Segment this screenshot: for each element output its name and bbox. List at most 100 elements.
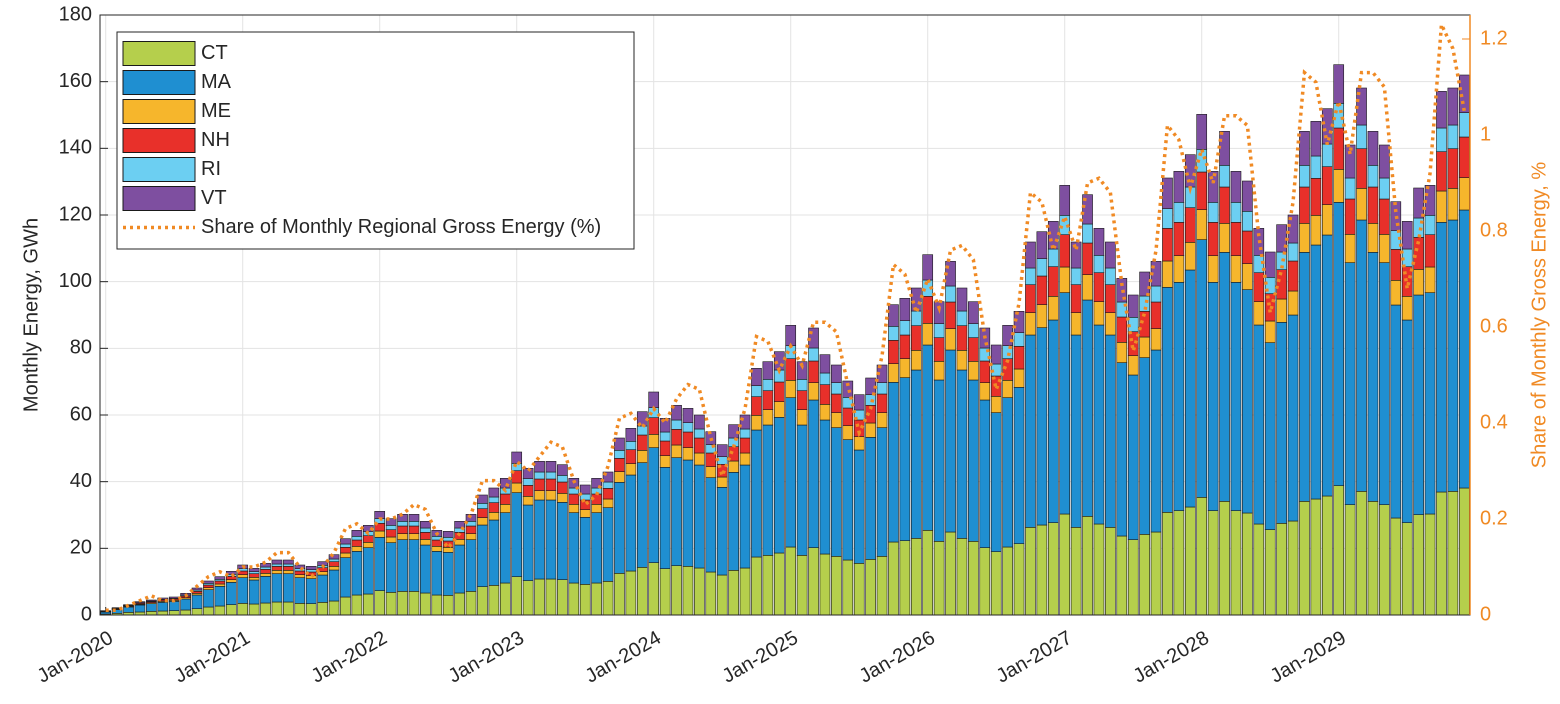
bar-segment: [1173, 282, 1185, 511]
bar-segment: [808, 347, 819, 362]
legend-swatch: [122, 70, 196, 95]
bar-segment: [351, 536, 363, 541]
bar-segment: [785, 397, 797, 548]
bar-segment: [1207, 510, 1219, 616]
bar-segment: [1436, 91, 1447, 129]
bar-segment: [899, 298, 911, 321]
bar-segment: [659, 418, 671, 433]
bar-segment: [659, 440, 671, 456]
bar-segment: [956, 310, 968, 326]
bar-segment: [694, 567, 705, 616]
bar-segment: [591, 512, 602, 584]
legend-swatch: [122, 157, 196, 182]
bar-segment: [214, 605, 226, 616]
bar-segment: [294, 603, 306, 616]
bar-segment: [534, 478, 545, 491]
bar-segment: [1413, 269, 1424, 296]
bar-segment: [968, 301, 979, 324]
bar-segment: [1082, 223, 1093, 244]
bar-segment: [888, 304, 899, 327]
bar-segment: [1059, 292, 1071, 515]
bar-segment: [1082, 242, 1093, 275]
bar-segment: [796, 424, 808, 556]
bar-segment: [1390, 280, 1402, 306]
bar-segment: [1321, 495, 1333, 616]
bar-segment: [214, 580, 226, 585]
bar-segment: [671, 565, 682, 616]
bar-segment: [534, 499, 545, 580]
bar-segment: [1207, 282, 1219, 511]
bar-segment: [1299, 252, 1310, 502]
bar-segment: [1242, 211, 1253, 232]
bar-segment: [1321, 204, 1333, 236]
bar-segment: [762, 424, 774, 556]
bar-segment: [1413, 514, 1424, 616]
y2-tick-label: 1: [1480, 123, 1491, 145]
bar-segment: [990, 396, 1002, 413]
bar-segment: [1127, 294, 1139, 318]
bar-segment: [979, 547, 991, 616]
bar-segment: [1230, 255, 1242, 283]
bar-segment: [1413, 294, 1424, 515]
bar-segment: [979, 360, 991, 383]
bar-segment: [260, 576, 271, 604]
bar-segment: [1082, 274, 1093, 301]
bar-segment: [431, 539, 443, 547]
legend-label: NH: [201, 129, 230, 151]
bar-segment: [248, 573, 260, 578]
bar-segment: [979, 382, 991, 401]
bar-segment: [762, 361, 774, 380]
y2-axis-label: Share of Monthly Gross Energy, %: [1528, 162, 1550, 469]
bar-segment: [705, 571, 717, 616]
bar-segment: [819, 404, 831, 421]
bar-segment: [659, 467, 671, 569]
bar-segment: [1458, 487, 1470, 616]
bar-segment: [1127, 355, 1139, 376]
y-axis-label: Monthly Energy, GWh: [20, 218, 42, 412]
bar-segment: [351, 551, 363, 596]
bar-segment: [625, 463, 637, 476]
bar-segment: [408, 525, 420, 534]
bar-segment: [625, 474, 637, 572]
bar-segment: [1299, 165, 1310, 188]
bar-segment: [420, 592, 431, 616]
bar-segment: [340, 547, 351, 554]
bar-segment: [362, 547, 374, 595]
bar-segment: [694, 464, 705, 569]
bar-segment: [1379, 177, 1390, 200]
bar-segment: [602, 507, 614, 582]
y2-tick-label: 0.4: [1480, 411, 1508, 433]
bar-segment: [1356, 148, 1367, 189]
bar-segment: [1401, 221, 1413, 250]
bar-segment: [545, 490, 557, 501]
y-tick-label: 0: [81, 603, 92, 625]
bar-segment: [968, 337, 979, 362]
bar-segment: [568, 512, 580, 584]
bar-segment: [933, 323, 945, 338]
bar-segment: [420, 527, 431, 533]
bar-segment: [568, 582, 580, 616]
bar-segment: [1287, 214, 1299, 244]
bar-segment: [899, 540, 911, 616]
bar-segment: [625, 570, 637, 616]
bar-segment: [283, 563, 294, 567]
x-tick-label: Jan-2023: [445, 627, 528, 688]
bar-segment: [534, 490, 545, 501]
bar-segment: [1367, 131, 1379, 166]
bar-segment: [328, 554, 340, 560]
bar-segment: [557, 579, 568, 616]
bar-segment: [1162, 228, 1173, 262]
bar-segment: [385, 525, 397, 530]
bar-segment: [602, 488, 614, 500]
bar-segment: [283, 573, 294, 603]
bar-segment: [283, 559, 294, 565]
bar-segment: [1436, 190, 1447, 223]
bar-segment: [945, 531, 956, 616]
bar-segment: [1333, 127, 1345, 170]
bar-segment: [248, 568, 260, 572]
bar-segment: [488, 487, 500, 498]
bar-segment: [1299, 186, 1310, 224]
bar-segment: [1401, 296, 1413, 321]
bar-segment: [648, 562, 660, 616]
bar-segment: [1025, 312, 1036, 336]
